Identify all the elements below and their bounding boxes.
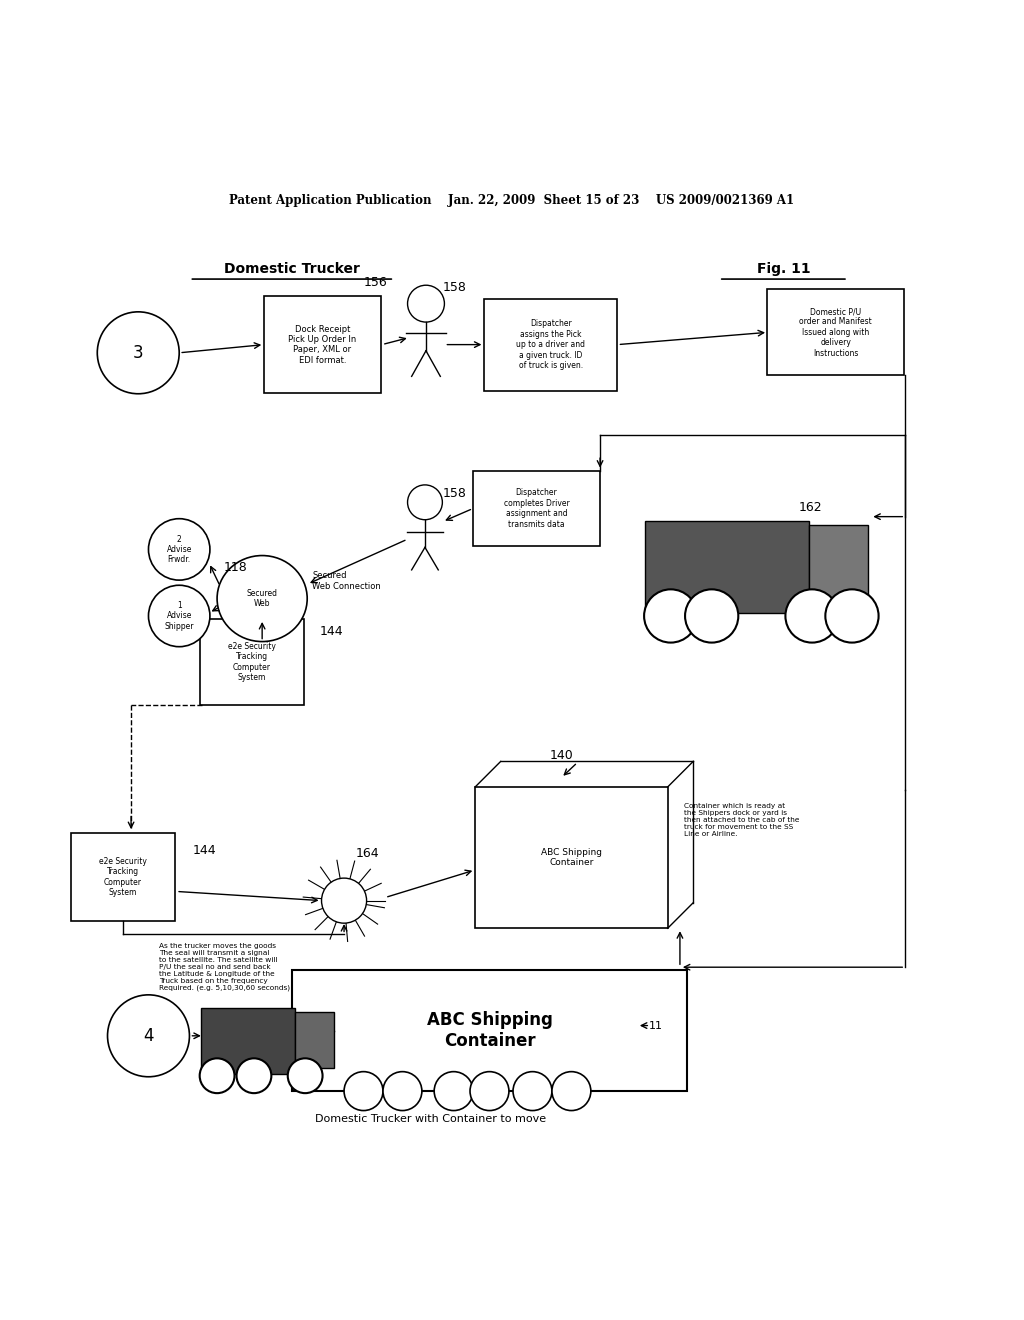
Text: Domestic Trucker with Container to move: Domestic Trucker with Container to move [314, 1114, 546, 1123]
Text: e2e Security
Tracking
Computer
System: e2e Security Tracking Computer System [228, 642, 275, 682]
Text: Secured
Web Connection: Secured Web Connection [312, 572, 381, 591]
Text: 3: 3 [133, 343, 143, 362]
Circle shape [825, 589, 879, 643]
Text: e2e Security
Tracking
Computer
System: e2e Security Tracking Computer System [99, 857, 146, 898]
Text: Container which is ready at
the Shippers dock or yard is
then attached to the ca: Container which is ready at the Shippers… [684, 804, 800, 837]
Text: 4: 4 [143, 1027, 154, 1045]
Circle shape [200, 1059, 234, 1093]
Circle shape [644, 589, 697, 643]
Circle shape [408, 285, 444, 322]
Circle shape [237, 1059, 271, 1093]
Circle shape [288, 1059, 323, 1093]
Circle shape [685, 589, 738, 643]
Bar [71, 833, 175, 921]
Text: 162: 162 [799, 500, 822, 513]
Text: ABC Shipping
Container: ABC Shipping Container [427, 1011, 552, 1051]
Text: 1
Advise
Shipper: 1 Advise Shipper [165, 601, 194, 631]
Bar [475, 787, 668, 928]
Text: Fig. 11: Fig. 11 [757, 261, 810, 276]
Text: 2
Advise
Frwdr.: 2 Advise Frwdr. [167, 535, 191, 565]
Circle shape [148, 519, 210, 579]
Text: 144: 144 [319, 626, 343, 639]
Circle shape [97, 312, 179, 393]
Text: 158: 158 [442, 281, 466, 294]
Text: Domestic Trucker: Domestic Trucker [224, 261, 359, 276]
Text: 118: 118 [223, 561, 247, 574]
Circle shape [470, 1072, 509, 1110]
Circle shape [434, 1072, 473, 1110]
Text: 11: 11 [648, 1020, 663, 1031]
Text: 158: 158 [442, 487, 466, 500]
Circle shape [108, 995, 189, 1077]
Text: Domestic P/U
order and Manifest
Issued along with
delivery
Instructions: Domestic P/U order and Manifest Issued a… [799, 308, 872, 358]
Circle shape [513, 1072, 552, 1110]
Bar [293, 970, 686, 1092]
Bar [645, 520, 809, 612]
Circle shape [383, 1072, 422, 1110]
Bar [484, 298, 617, 391]
Text: 144: 144 [193, 843, 216, 857]
Circle shape [408, 484, 442, 520]
Bar [809, 525, 868, 605]
Bar [473, 470, 600, 546]
Bar [768, 289, 903, 375]
Text: Dock Receipt
Pick Up Order In
Paper, XML or
EDI format.: Dock Receipt Pick Up Order In Paper, XML… [289, 325, 356, 364]
Circle shape [322, 878, 367, 923]
Text: Secured
Web: Secured Web [247, 589, 278, 609]
Text: Dispatcher
completes Driver
assignment and
transmits data: Dispatcher completes Driver assignment a… [504, 488, 569, 528]
Text: 156: 156 [364, 276, 387, 289]
Text: As the trucker moves the goods
The seal will transmit a signal
to the satellite.: As the trucker moves the goods The seal … [159, 942, 290, 991]
Circle shape [552, 1072, 591, 1110]
Bar [201, 1008, 295, 1073]
Bar [295, 1012, 334, 1068]
Bar [200, 619, 304, 705]
Text: ABC Shipping
Container: ABC Shipping Container [541, 847, 602, 867]
Text: 164: 164 [355, 846, 379, 859]
Circle shape [785, 589, 839, 643]
Text: Dispatcher
assigns the Pick
up to a driver and
a given truck. ID
of truck is giv: Dispatcher assigns the Pick up to a driv… [516, 319, 586, 370]
Circle shape [148, 585, 210, 647]
Bar [264, 297, 381, 393]
Ellipse shape [217, 556, 307, 642]
Text: 140: 140 [549, 750, 573, 763]
Text: Patent Application Publication    Jan. 22, 2009  Sheet 15 of 23    US 2009/00213: Patent Application Publication Jan. 22, … [229, 194, 795, 207]
Circle shape [344, 1072, 383, 1110]
